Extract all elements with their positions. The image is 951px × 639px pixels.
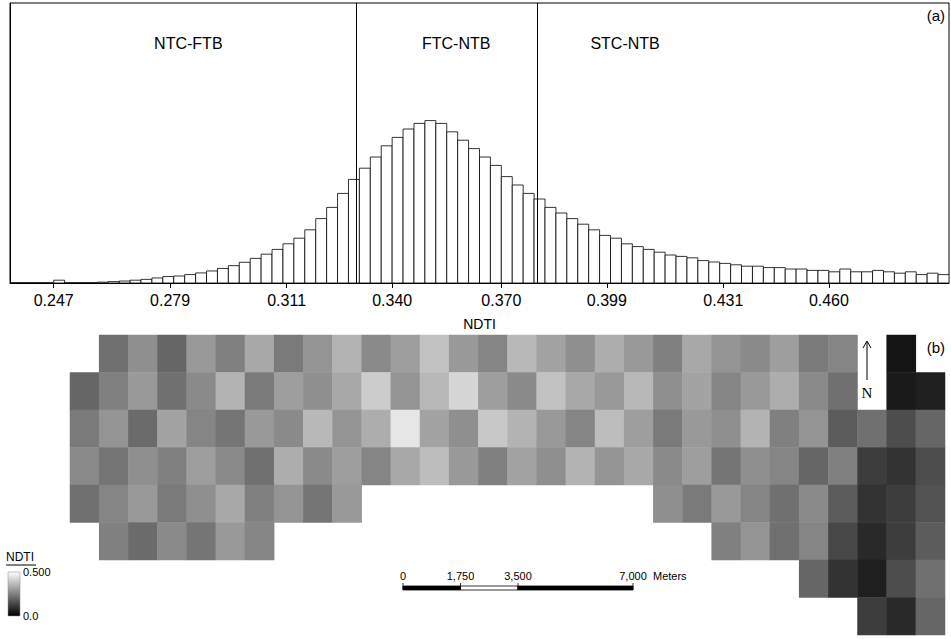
svg-text:0.460: 0.460 [809, 292, 849, 309]
svg-text:0.431: 0.431 [703, 292, 743, 309]
svg-text:N: N [862, 385, 873, 401]
svg-text:0.279: 0.279 [150, 292, 190, 309]
svg-text:0.500: 0.500 [23, 566, 51, 578]
svg-text:0.0: 0.0 [23, 610, 38, 622]
svg-text:(a): (a) [927, 7, 945, 24]
svg-text:0.311: 0.311 [267, 292, 306, 309]
svg-text:NDTI: NDTI [6, 550, 34, 564]
svg-text:Meters: Meters [653, 570, 687, 582]
svg-text:3,500: 3,500 [504, 570, 532, 582]
svg-text:STC-NTB: STC-NTB [590, 35, 659, 52]
svg-text:FTC-NTB: FTC-NTB [422, 35, 490, 52]
svg-text:(b): (b) [927, 339, 945, 356]
svg-text:7,000: 7,000 [619, 570, 647, 582]
svg-text:0.399: 0.399 [587, 292, 627, 309]
svg-text:0: 0 [400, 570, 406, 582]
svg-text:NDTI: NDTI [463, 316, 496, 332]
svg-text:0.247: 0.247 [34, 292, 74, 309]
svg-text:NTC-FTB: NTC-FTB [154, 35, 222, 52]
svg-text:0.370: 0.370 [481, 292, 521, 309]
svg-text:0.340: 0.340 [372, 292, 412, 309]
svg-text:1,750: 1,750 [447, 570, 475, 582]
